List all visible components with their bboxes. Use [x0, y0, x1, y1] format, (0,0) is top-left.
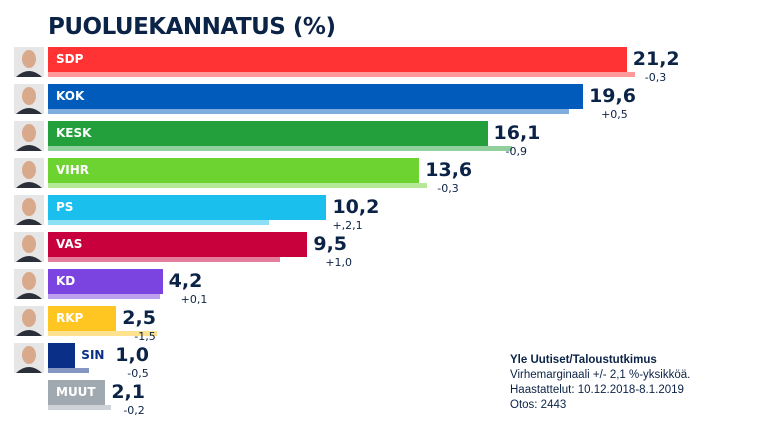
party-label: KESK — [56, 126, 92, 140]
value-label: 21,2 — [632, 48, 680, 70]
party-label: PS — [56, 200, 74, 214]
value-label: 4,2 — [168, 270, 203, 292]
party-row-vas: VAS 9,5 +1,0 — [0, 232, 767, 269]
party-row-kok: KOK 19,6 +0,5 — [0, 84, 767, 121]
value-label: 10,2 — [332, 196, 380, 218]
value-label: 13,6 — [425, 159, 473, 181]
party-row-kesk: KESK 16,1 -0,9 — [0, 121, 767, 158]
value-bar — [48, 380, 106, 405]
party-label: VIHR — [56, 163, 90, 177]
source-title: Yle Uutiset/Taloustutkimus — [510, 354, 657, 366]
party-row-muut: MUUT 2,1 -0,2 — [0, 380, 767, 417]
leader-portrait — [14, 84, 44, 114]
value-bar — [48, 121, 488, 146]
sample-size: Otos: 2443 — [510, 399, 567, 411]
leader-portrait — [14, 306, 44, 336]
change-label: +0,1 — [180, 293, 208, 306]
change-label: +1,0 — [325, 256, 353, 269]
value-label: 16,1 — [493, 122, 541, 144]
leader-portrait — [14, 195, 44, 225]
party-row-kd: KD 4,2 +0,1 — [0, 269, 767, 306]
value-bar — [48, 343, 76, 368]
previous-bar — [48, 405, 111, 410]
value-bar — [48, 232, 308, 257]
party-label: KOK — [56, 89, 85, 103]
change-label: -0,5 — [127, 367, 149, 380]
previous-bar — [48, 331, 158, 336]
value-label: 2,5 — [122, 307, 156, 329]
change-label: -1,5 — [134, 330, 156, 343]
change-label: +0,5 — [601, 108, 628, 121]
chart-title: PUOLUEKANNATUS (%) — [48, 14, 336, 40]
previous-bar — [48, 294, 160, 299]
party-row-sdp: SDP 21,2 -0,3 — [0, 47, 767, 84]
change-label: -0,2 — [123, 404, 145, 417]
party-row-vihr: VIHR 13,6 -0,3 — [0, 158, 767, 195]
value-label: 1,0 — [115, 344, 149, 366]
leader-portrait — [14, 158, 44, 188]
party-label: KD — [56, 274, 76, 288]
previous-bar — [48, 368, 89, 373]
value-bar — [48, 195, 327, 220]
leader-portrait — [14, 47, 44, 77]
previous-bar — [48, 183, 428, 188]
change-label: +,2,1 — [332, 219, 363, 232]
party-label: SDP — [56, 52, 84, 66]
value-label: 19,6 — [589, 85, 636, 107]
party-label: SIN — [81, 348, 105, 362]
source-note: Yle Uutiset/Taloustutkimus Virhemarginaa… — [510, 353, 690, 413]
previous-bar — [48, 72, 635, 77]
party-label: RKP — [56, 311, 84, 325]
leader-portrait — [14, 269, 44, 299]
previous-bar — [48, 257, 281, 262]
value-bar — [48, 158, 420, 183]
previous-bar — [48, 146, 513, 151]
change-label: -0,3 — [644, 71, 667, 84]
value-label: 9,5 — [313, 233, 348, 255]
previous-bar — [48, 220, 270, 225]
party-label: VAS — [56, 237, 83, 251]
change-label: -0,9 — [505, 145, 527, 158]
party-row-rkp: RKP 2,5 -1,5 — [0, 306, 767, 343]
party-row-ps: PS 10,2 +,2,1 — [0, 195, 767, 232]
previous-bar — [48, 109, 570, 114]
value-bar — [48, 269, 163, 294]
party-label: MUUT — [56, 385, 96, 399]
value-bar — [48, 84, 584, 109]
leader-portrait — [14, 121, 44, 151]
leader-portrait — [14, 232, 44, 262]
value-bar — [48, 47, 627, 72]
margin-of-error: Virhemarginaali +/- 2,1 %-yksikköä. — [510, 369, 691, 381]
leader-portrait — [14, 343, 44, 373]
change-label: -0,3 — [437, 182, 459, 195]
interview-dates: Haastattelut: 10.12.2018-8.1.2019 — [510, 384, 684, 396]
value-bar — [48, 306, 117, 331]
value-label: 2,1 — [111, 381, 145, 403]
party-row-sin: SIN 1,0 -0,5 — [0, 343, 767, 380]
